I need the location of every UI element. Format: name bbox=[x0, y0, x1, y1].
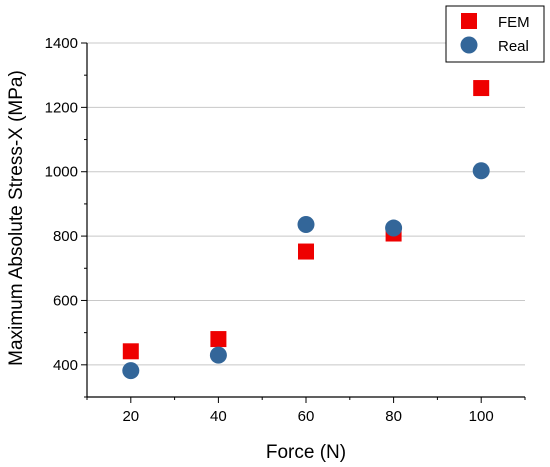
y-tick-label: 1200 bbox=[45, 99, 78, 116]
data-point-real bbox=[385, 219, 403, 237]
data-point-real bbox=[297, 216, 315, 234]
axes bbox=[81, 42, 526, 403]
legend-label-fem: FEM bbox=[498, 14, 530, 31]
data-point-real bbox=[209, 346, 227, 364]
legend-marker-fem bbox=[461, 13, 477, 29]
data-point-real bbox=[472, 162, 490, 180]
x-axis-label: Force (N) bbox=[266, 442, 346, 463]
tick-labels: 400 600 800 1000 1200 1400 20 40 60 80 100 bbox=[45, 35, 494, 425]
data-point-fem bbox=[473, 80, 490, 97]
x-tick-label: 60 bbox=[298, 408, 315, 425]
legend: FEM Real bbox=[445, 5, 545, 63]
y-tick-label: 1400 bbox=[45, 35, 78, 52]
legend-label-real: Real bbox=[498, 38, 529, 55]
x-tick-label: 20 bbox=[122, 408, 139, 425]
grid-lines bbox=[87, 42, 525, 366]
x-tick-label: 100 bbox=[469, 408, 494, 425]
x-tick-label: 40 bbox=[210, 408, 227, 425]
y-tick-label: 1000 bbox=[45, 164, 78, 181]
y-tick-label: 600 bbox=[53, 292, 78, 309]
legend-marker-real bbox=[460, 36, 478, 54]
y-tick-label: 800 bbox=[53, 228, 78, 245]
data-point-real bbox=[122, 362, 140, 380]
y-tick-label: 400 bbox=[53, 357, 78, 374]
data-point-fem bbox=[122, 343, 139, 360]
x-tick-label: 80 bbox=[385, 408, 402, 425]
data-points bbox=[122, 80, 490, 380]
y-axis-label: Maximum Absolute Stress-X (MPa) bbox=[6, 70, 27, 366]
data-point-fem bbox=[210, 331, 227, 348]
data-point-fem bbox=[298, 243, 314, 260]
